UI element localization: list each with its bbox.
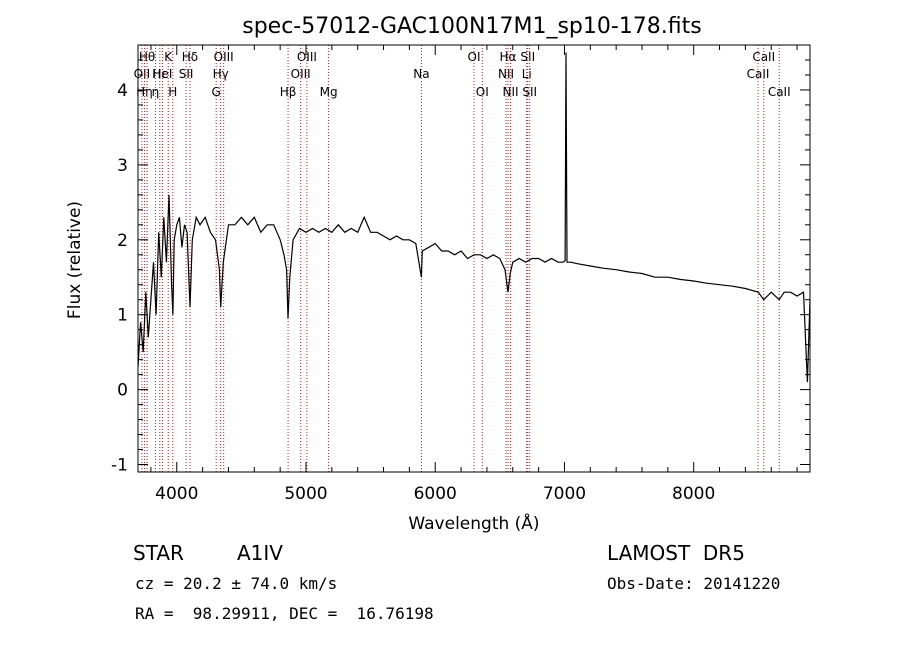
redshift-text: cz = 20.2 ± 74.0 km/s [135,574,338,593]
y-tick-label: 1 [117,306,128,326]
x-tick-label: 8000 [672,484,715,504]
line-label: H [168,85,177,99]
line-label: Hα [500,50,517,64]
line-label: HeI [152,67,172,81]
line-label: NII [503,85,519,99]
obs-date-text: Obs-Date: 20141220 [607,574,781,593]
line-label: K [164,50,173,64]
line-label: Na [413,67,429,81]
line-label: Hθ [139,50,155,64]
line-label: NII [498,67,514,81]
line-label: OIII [291,67,311,81]
line-label: Hη [136,85,153,99]
line-label: OI [468,50,481,64]
line-label: OII [134,67,151,81]
line-label: η [152,85,160,99]
line-label: OIII [297,50,317,64]
y-tick-label: 2 [117,231,128,251]
x-axis-label: Wavelength (Å) [408,512,539,534]
line-label: Mg [320,85,338,99]
line-label: SII [520,50,535,64]
line-label: Hβ [280,85,297,99]
axis-ticks: 4000 5000 6000 7000 8000 -1 0 1 2 3 4 [111,45,810,504]
object-class: STAR [133,541,184,565]
line-label: CaII [747,67,770,81]
y-tick-label: 0 [117,381,128,401]
object-subclass: A1IV [237,541,283,565]
line-label: OI [476,85,489,99]
spectrum-line [137,52,811,383]
x-tick-label: 6000 [414,484,457,504]
x-tick-label: 4000 [155,484,198,504]
line-label: Hε [152,67,168,81]
x-tick-label: 7000 [543,484,586,504]
line-label: CaII [768,85,791,99]
line-label: Hγ [213,67,229,81]
coordinates-text: RA = 98.29911, DEC = 16.76198 [135,604,434,623]
y-tick-label: 4 [117,81,128,101]
line-label: Hδ [182,50,198,64]
x-tick-label: 5000 [284,484,327,504]
y-tick-label: 3 [117,156,128,176]
line-label: SII [179,67,194,81]
plot-frame [137,44,811,473]
line-label: Li [522,67,532,81]
line-label: SII [522,85,537,99]
chart-title: spec-57012-GAC100N17M1_sp10-178.fits [242,14,702,39]
line-label: G [212,85,221,99]
y-axis-label: Flux (relative) [65,201,85,319]
line-label: CaII [752,50,775,64]
survey-name: LAMOST DR5 [607,541,745,565]
line-markers: OIIHηHθηHεHeIKHSIIHδGHγOIIIHβOIIIOIIIMgN… [134,45,791,472]
y-tick-label: -1 [111,456,128,476]
line-label: OIII [214,50,234,64]
